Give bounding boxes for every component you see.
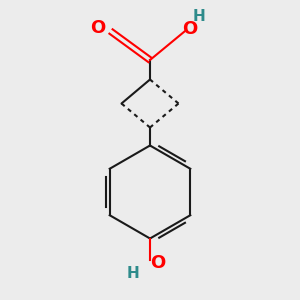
Text: O: O [150, 254, 165, 272]
Text: H: H [127, 266, 140, 280]
Text: O: O [182, 20, 197, 38]
Text: H: H [193, 9, 206, 24]
Text: O: O [90, 19, 105, 37]
